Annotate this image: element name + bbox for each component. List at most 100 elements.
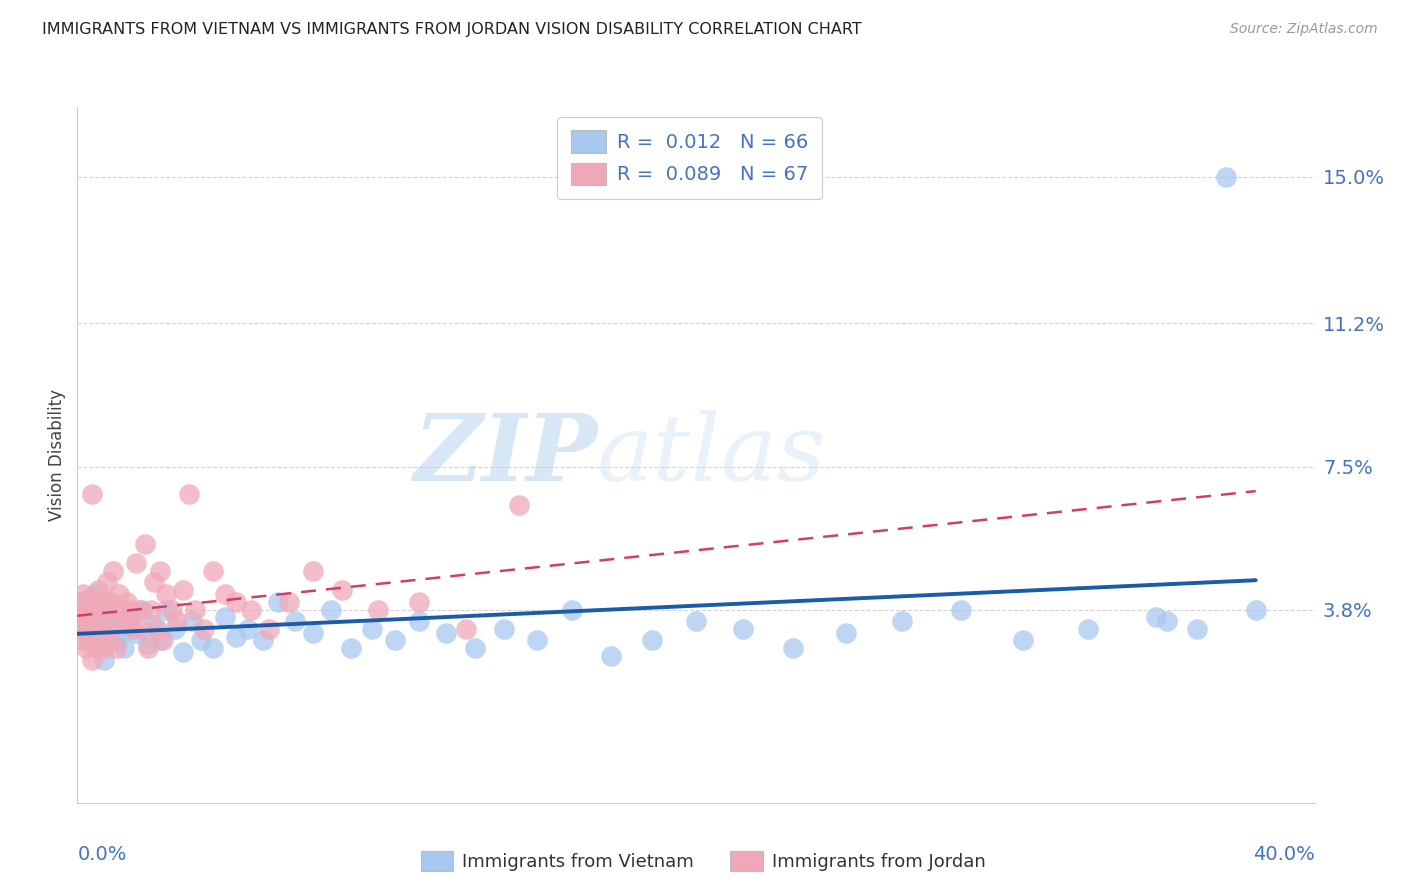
Point [782, 641, 804, 656]
Text: IMMIGRANTS FROM VIETNAM VS IMMIGRANTS FROM JORDAN VISION DISABILITY CORRELATION : IMMIGRANTS FROM VIETNAM VS IMMIGRANTS FR… [42, 22, 862, 37]
Point [84, 587, 107, 601]
Point [80, 614, 103, 628]
Point [125, 625, 148, 640]
Point [1144, 610, 1167, 624]
Point [77, 633, 100, 648]
Point [77, 614, 100, 628]
Point [456, 622, 478, 636]
Point [193, 622, 215, 636]
Text: 40.0%: 40.0% [1253, 845, 1315, 863]
Point [98, 633, 121, 648]
Point [201, 641, 224, 656]
Point [149, 633, 172, 648]
Point [93, 641, 115, 656]
Point [75, 607, 97, 621]
Point [142, 618, 165, 632]
Point [1185, 622, 1208, 636]
Point [284, 614, 307, 628]
Point [72, 614, 94, 628]
Point [87, 618, 110, 632]
Point [75, 622, 97, 636]
Point [93, 595, 115, 609]
Point [93, 653, 115, 667]
Point [93, 602, 115, 616]
Point [367, 602, 389, 616]
Point [1215, 169, 1237, 184]
Point [434, 625, 457, 640]
Point [136, 641, 159, 656]
Point [90, 595, 112, 609]
Point [125, 556, 148, 570]
Point [181, 614, 204, 628]
Point [225, 630, 247, 644]
Point [214, 610, 236, 624]
Point [90, 607, 112, 621]
Point [319, 602, 342, 616]
Point [75, 595, 97, 609]
Point [101, 602, 124, 616]
Point [122, 622, 145, 636]
Point [302, 625, 325, 640]
Text: ZIP: ZIP [413, 410, 598, 500]
Point [201, 564, 224, 578]
Point [80, 622, 103, 636]
Point [90, 630, 112, 644]
Point [131, 622, 153, 636]
Point [1244, 602, 1267, 616]
Point [526, 633, 548, 648]
Point [494, 622, 516, 636]
Point [104, 641, 127, 656]
Point [80, 653, 103, 667]
Point [508, 498, 530, 512]
Point [104, 633, 127, 648]
Point [302, 564, 325, 578]
Point [87, 614, 110, 628]
Point [361, 622, 384, 636]
Point [110, 625, 132, 640]
Point [172, 583, 194, 598]
Point [166, 614, 188, 628]
Point [131, 602, 153, 616]
Point [77, 591, 100, 605]
Point [107, 614, 129, 628]
Point [225, 595, 247, 609]
Point [77, 595, 100, 609]
Point [84, 633, 107, 648]
Y-axis label: Vision Disability: Vision Disability [48, 389, 66, 521]
Text: atlas: atlas [598, 410, 827, 500]
Point [257, 622, 280, 636]
Point [128, 602, 150, 616]
Point [114, 614, 136, 628]
Point [408, 614, 430, 628]
Point [163, 622, 186, 636]
Point [80, 602, 103, 616]
Point [72, 587, 94, 601]
Point [96, 575, 118, 590]
Legend: R =  0.012   N = 66, R =  0.089   N = 67: R = 0.012 N = 66, R = 0.089 N = 67 [557, 117, 823, 199]
Point [155, 587, 177, 601]
Point [950, 602, 973, 616]
Point [278, 595, 301, 609]
Point [98, 622, 121, 636]
Point [184, 602, 207, 616]
Point [77, 622, 100, 636]
Point [214, 587, 236, 601]
Point [120, 610, 142, 624]
Point [685, 614, 707, 628]
Point [155, 602, 177, 616]
Text: 0.0%: 0.0% [77, 845, 127, 863]
Point [561, 602, 583, 616]
Point [136, 637, 159, 651]
Point [87, 583, 110, 598]
Point [172, 645, 194, 659]
Point [252, 633, 274, 648]
Point [90, 625, 112, 640]
Point [69, 595, 91, 609]
Point [384, 633, 406, 648]
Point [733, 622, 755, 636]
Point [332, 583, 354, 598]
Point [139, 602, 162, 616]
Point [72, 602, 94, 616]
Point [149, 564, 172, 578]
Point [87, 641, 110, 656]
